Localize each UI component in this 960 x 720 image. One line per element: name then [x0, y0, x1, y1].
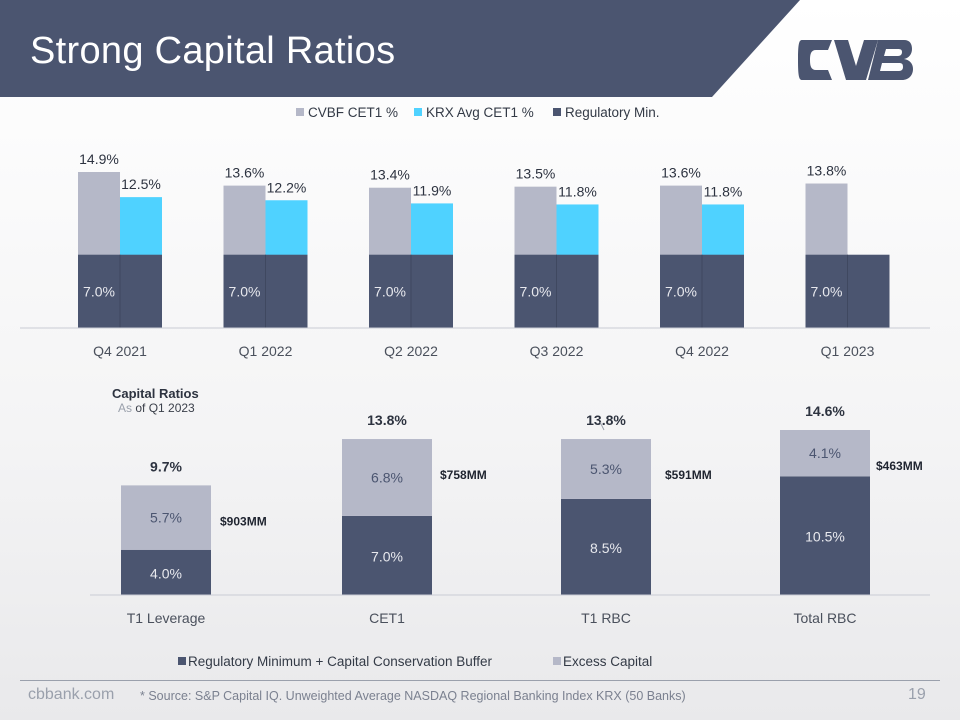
regulatory-buffer-label: 7.0%: [371, 548, 403, 564]
bottom-legend-swatch: [553, 657, 561, 665]
bottom-category-label: T1 Leverage: [127, 610, 206, 626]
top-chart-legend: CVBF CET1 % KRX Avg CET1 % Regulatory Min.: [296, 105, 660, 120]
top-category-label: Q1 2022: [239, 343, 293, 359]
bottom-legend-label: Regulatory Minimum + Capital Conservatio…: [188, 654, 493, 669]
excess-capital-label: 6.8%: [371, 469, 403, 485]
regulatory-buffer-bar: [342, 515, 432, 595]
regulatory-buffer-label: 4.0%: [150, 565, 182, 581]
krx-value-label: 11.8%: [558, 183, 597, 199]
regulatory-value-label: 7.0%: [665, 283, 697, 299]
bottom-category-label: Total RBC: [793, 610, 856, 626]
total-ratio-label: 13.8%: [367, 412, 407, 428]
excess-capital-bar: [342, 439, 432, 516]
cvbf-value-label: 13.4%: [370, 167, 410, 183]
excess-capital-bar: [561, 439, 651, 499]
top-chart-categories: Q4 2021 Q1 2022 Q2 2022 Q3 2022 Q4 2022 Q1 20…: [93, 343, 874, 359]
excess-amount-label: $903MM: [220, 514, 267, 528]
excess-amount-label: $758MM: [440, 468, 487, 482]
top-legend-label: Regulatory Min.: [565, 105, 660, 120]
excess-capital-label: 5.7%: [150, 510, 182, 526]
top-category-label: Q2 2022: [384, 343, 438, 359]
header-band: [0, 0, 800, 97]
regulatory-buffer-label: 8.5%: [590, 540, 622, 556]
capital-ratios-subtitle: As of Q1 2023: [118, 401, 195, 415]
excess-capital-bar: [121, 485, 211, 550]
top-legend-swatch: [553, 108, 561, 116]
regulatory-buffer-bar: [121, 549, 211, 595]
top-legend-label: KRX Avg CET1 %: [426, 105, 534, 120]
bottom-category-label: T1 RBC: [581, 610, 631, 626]
regulatory-buffer-bar: [561, 498, 651, 595]
top-legend-swatch: [296, 108, 304, 116]
cvbf-value-label: 13.8%: [807, 163, 847, 179]
regulatory-value-label: 7.0%: [374, 283, 406, 299]
bottom-chart-bars: 4.0% 5.7% 9.7% $903MM 7.0% 6.8% 13.8% $758MM 8.5…: [121, 403, 923, 595]
top-legend-swatch: [414, 108, 422, 116]
footer-source-note: * Source: S&P Capital IQ. Unweighted Ave…: [140, 689, 686, 703]
bottom-category-label: CET1: [369, 610, 405, 626]
excess-capital-label: 4.1%: [809, 445, 841, 461]
top-category-label: Q1 2023: [821, 343, 875, 359]
bottom-chart-categories: T1 Leverage CET1 T1 RBC Total RBC: [127, 610, 857, 626]
krx-value-label: 12.2%: [267, 179, 307, 195]
total-ratio-label: 14.6%: [805, 403, 845, 419]
capital-ratios-chart: 4.0% 5.7% 9.7% $903MM 7.0% 6.8% 13.8% $758MM 8.5…: [90, 403, 930, 669]
header-band-shape: [0, 0, 800, 97]
cvbf-value-label: 13.6%: [225, 165, 265, 181]
regulatory-value-label: 7.0%: [83, 283, 115, 299]
regulatory-value-label: 7.0%: [811, 283, 843, 299]
cvbf-value-label: 13.6%: [661, 165, 701, 181]
top-chart-bars: 14.9%12.5%7.0%13.6%12.2%7.0%13.4%11.9%7.…: [78, 151, 890, 328]
capital-ratios-title: Capital Ratios: [112, 386, 199, 401]
capital-ratios-subtitle-as: As: [118, 401, 133, 415]
top-legend-label: CVBF CET1 %: [308, 105, 398, 120]
page-number: 19: [908, 686, 926, 703]
top-category-label: Q4 2021: [93, 343, 147, 359]
footer-divider: [20, 680, 940, 681]
regulatory-buffer-bar: [780, 476, 870, 595]
page-title: Strong Capital Ratios: [30, 30, 396, 72]
footer-website[interactable]: cbbank.com: [28, 686, 115, 703]
cvbf-value-label: 14.9%: [79, 151, 119, 167]
krx-value-label: 11.9%: [413, 182, 452, 198]
top-category-label: Q4 2022: [675, 343, 729, 359]
top-category-label: Q3 2022: [530, 343, 584, 359]
krx-value-label: 12.5%: [121, 176, 161, 192]
regulatory-value-label: 7.0%: [229, 283, 261, 299]
excess-capital-bar: [780, 430, 870, 477]
excess-amount-label: $463MM: [876, 459, 923, 473]
excess-capital-label: 5.3%: [590, 461, 622, 477]
total-label-leader: [599, 421, 605, 431]
capital-ratios-subtitle-date: of Q1 2023: [132, 401, 195, 415]
cvb-logo-icon: [798, 40, 913, 80]
bottom-legend-label: Excess Capital: [563, 654, 652, 669]
bottom-legend-swatch: [178, 657, 186, 665]
cvbf-value-label: 13.5%: [516, 166, 556, 182]
regulatory-buffer-label: 10.5%: [805, 529, 845, 545]
total-ratio-label: 13.8%: [586, 412, 626, 428]
regulatory-value-label: 7.0%: [520, 283, 552, 299]
bottom-chart-legend: Regulatory Minimum + Capital Conservatio…: [178, 654, 652, 669]
cet1-trend-chart: CVBF CET1 % KRX Avg CET1 % Regulatory Min.…: [20, 105, 930, 359]
krx-value-label: 11.8%: [704, 183, 743, 199]
total-ratio-label: 9.7%: [150, 458, 182, 474]
excess-amount-label: $591MM: [665, 468, 712, 482]
